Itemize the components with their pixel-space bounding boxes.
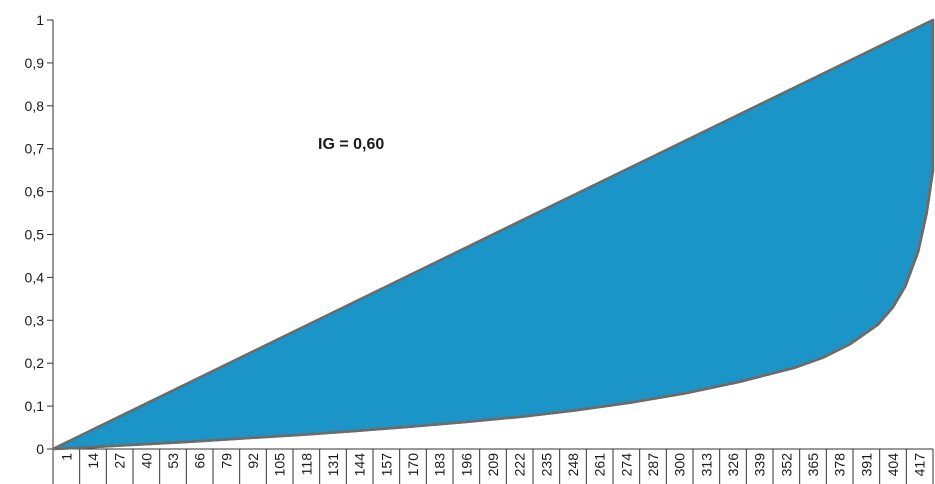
lorenz-curve <box>52 169 935 451</box>
x-tick-label: 196 <box>458 453 474 477</box>
x-tick-label: 79 <box>218 453 234 469</box>
y-axis: 0 0,1 0,2 0,3 0,4 0,5 0,6 0,7 0,8 0,9 1 <box>25 12 54 457</box>
x-tick-label: 1 <box>58 453 74 461</box>
y-tick-label: 0,4 <box>25 269 45 285</box>
x-tick-label: 339 <box>752 453 768 477</box>
x-tick-label: 313 <box>698 453 714 477</box>
y-tick-label: 0,5 <box>25 227 45 243</box>
x-tick-label: 131 <box>325 453 341 477</box>
y-tick-label: 0,6 <box>25 184 45 200</box>
x-tick-label: 404 <box>885 453 901 477</box>
y-tick-label: 0 <box>36 441 44 457</box>
x-tick-label: 183 <box>432 453 448 477</box>
plot-area <box>51 18 935 451</box>
y-tick-label: 0,8 <box>25 98 45 114</box>
y-tick-label: 1 <box>36 12 44 28</box>
x-tick-label: 261 <box>592 453 608 477</box>
x-axis: 1 14 27 40 53 66 79 92 105 118 131 144 157 170 183 196 2… <box>52 448 934 484</box>
x-tick-label: 287 <box>645 453 661 477</box>
x-tick-label: 391 <box>858 453 874 477</box>
x-tick-label: 118 <box>298 453 314 476</box>
x-tick-label: 378 <box>832 453 848 477</box>
y-tick-label: 0,7 <box>25 141 45 157</box>
x-tick-label: 144 <box>352 453 368 477</box>
y-tick-label: 0,2 <box>25 355 45 371</box>
x-tick-label: 40 <box>138 453 154 469</box>
x-tick-label: 274 <box>618 453 634 477</box>
gini-annotation: IG = 0,60 <box>318 136 384 153</box>
equality-line <box>52 18 934 451</box>
y-tick-label: 0,3 <box>25 312 45 328</box>
x-tick-label: 248 <box>565 453 581 477</box>
x-tick-label: 235 <box>538 453 554 477</box>
x-tick-label: 92 <box>245 453 261 469</box>
x-tick-label: 326 <box>725 453 741 477</box>
y-tick-label: 0,1 <box>25 398 45 414</box>
y-tick-label: 0,9 <box>25 55 45 71</box>
x-tick-label: 53 <box>165 453 181 469</box>
x-tick-label: 352 <box>778 453 794 477</box>
x-tick-label: 27 <box>112 453 128 469</box>
x-tick-label: 170 <box>405 453 421 477</box>
x-tick-label: 14 <box>85 453 101 469</box>
x-tick-label: 300 <box>672 453 688 477</box>
x-tick-label: 209 <box>485 453 501 477</box>
x-tick-label: 157 <box>378 453 394 477</box>
x-tick-label: 222 <box>512 453 528 477</box>
x-tick-label: 417 <box>912 453 928 477</box>
x-tick-label: 66 <box>192 453 208 469</box>
x-tick-label: 365 <box>805 453 821 477</box>
x-tick-label: 105 <box>272 453 288 477</box>
